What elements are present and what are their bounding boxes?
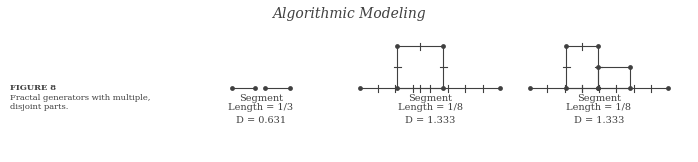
- Point: [625, 87, 636, 89]
- Text: Length = 1/8: Length = 1/8: [397, 103, 463, 112]
- Point: [226, 87, 237, 89]
- Text: FIGURE 8: FIGURE 8: [10, 84, 56, 92]
- Text: D = 1.333: D = 1.333: [405, 116, 455, 125]
- Text: D = 1.333: D = 1.333: [574, 116, 624, 125]
- Point: [260, 87, 271, 89]
- Point: [524, 87, 535, 89]
- Text: D = 0.631: D = 0.631: [236, 116, 286, 125]
- Point: [284, 87, 295, 89]
- Point: [593, 45, 604, 47]
- Text: Segment: Segment: [577, 94, 621, 103]
- Point: [392, 45, 403, 47]
- Point: [249, 87, 260, 89]
- Point: [355, 87, 366, 89]
- Text: Length = 1/3: Length = 1/3: [228, 103, 294, 112]
- Point: [593, 66, 604, 68]
- Point: [438, 45, 449, 47]
- Point: [392, 87, 403, 89]
- Point: [625, 66, 636, 68]
- Text: Length = 1/8: Length = 1/8: [567, 103, 632, 112]
- Point: [593, 87, 604, 89]
- Text: Segment: Segment: [408, 94, 452, 103]
- Text: Algorithmic Modeling: Algorithmic Modeling: [272, 7, 426, 21]
- Text: disjoint parts.: disjoint parts.: [10, 103, 68, 111]
- Point: [593, 87, 604, 89]
- Text: Segment: Segment: [239, 94, 283, 103]
- Point: [438, 87, 449, 89]
- Point: [560, 45, 572, 47]
- Point: [662, 87, 674, 89]
- Point: [494, 87, 505, 89]
- Point: [560, 87, 572, 89]
- Text: Fractal generators with multiple,: Fractal generators with multiple,: [10, 94, 150, 102]
